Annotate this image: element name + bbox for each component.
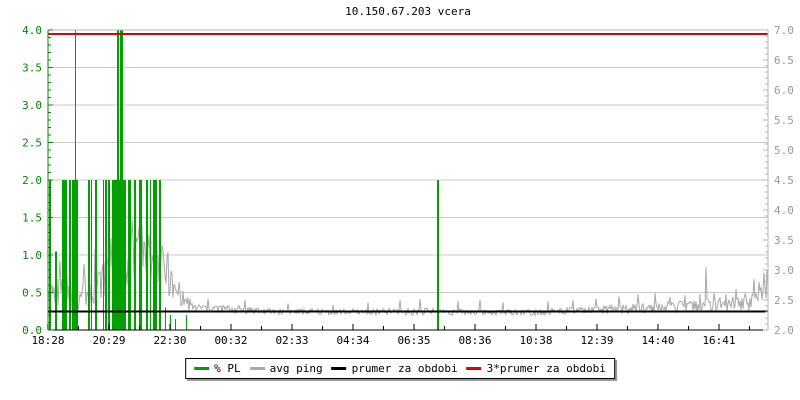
- x-axis-tick-label: 04:34: [336, 334, 369, 347]
- legend: % PL avg ping prumer za obdobi 3*prumer za …: [185, 358, 615, 379]
- legend-swatch: [466, 367, 482, 370]
- legend-swatch: [331, 367, 347, 370]
- left-axis-tick-label: 3.5: [22, 62, 42, 75]
- x-axis-tick-label: 08:36: [458, 334, 491, 347]
- right-axis-tick-label: 3.0: [774, 264, 794, 277]
- x-axis-tick-label: 02:33: [275, 334, 308, 347]
- x-axis-tick-label: 10:38: [519, 334, 552, 347]
- left-axis-tick-label: 1.0: [22, 249, 42, 262]
- x-axis-tick-label: 00:32: [214, 334, 247, 347]
- left-axis-tick-label: 2.5: [22, 137, 42, 150]
- x-axis-tick-label: 16:41: [702, 334, 735, 347]
- legend-swatch: [249, 367, 265, 370]
- legend-item: % PL: [194, 362, 241, 375]
- left-axis-tick-label: 1.5: [22, 212, 42, 225]
- legend-swatch: [194, 367, 210, 370]
- legend-label: 3*prumer za obdobi: [486, 362, 606, 375]
- legend-item: prumer za obdobi: [331, 362, 458, 375]
- x-axis-tick-label: 12:39: [580, 334, 613, 347]
- left-axis-tick-label: 4.0: [22, 24, 42, 37]
- right-axis-tick-label: 6.5: [774, 54, 794, 67]
- legend-label: % PL: [214, 362, 241, 375]
- left-axis-tick-label: 0.5: [22, 287, 42, 300]
- right-axis-tick-label: 5.5: [774, 114, 794, 127]
- chart-title: 10.150.67.203 vcera: [345, 5, 471, 18]
- x-axis-tick-label: 18:28: [31, 334, 64, 347]
- right-axis-tick-label: 4.0: [774, 204, 794, 217]
- x-axis-tick-label: 14:40: [641, 334, 674, 347]
- right-axis-tick-label: 3.5: [774, 234, 794, 247]
- left-axis-tick-label: 3.0: [22, 99, 42, 112]
- right-axis-tick-label: 5.0: [774, 144, 794, 157]
- x-axis-tick-label: 22:30: [153, 334, 186, 347]
- chart-canvas: 4.0 3.5 3.0 2.5 2.0 1.5 1.0 0.5 0.0 7.0 6.5 6.0 5.5 5…: [22, 24, 794, 347]
- right-axis-tick-label: 2.0: [774, 324, 794, 337]
- legend-label: avg ping: [269, 362, 323, 375]
- right-axis-tick-label: 4.5: [774, 174, 794, 187]
- left-axis-tick-label: 0.0: [22, 324, 42, 337]
- legend-item: avg ping: [249, 362, 323, 375]
- right-axis-tick-label: 7.0: [774, 24, 794, 37]
- legend-item: 3*prumer za obdobi: [466, 362, 606, 375]
- right-axis-tick-label: 6.0: [774, 84, 794, 97]
- x-axis-tick-label: 20:29: [92, 334, 125, 347]
- x-axis-tick-label: 06:35: [397, 334, 430, 347]
- right-axis-tick-label: 2.5: [774, 294, 794, 307]
- legend-label: prumer za obdobi: [351, 362, 458, 375]
- left-axis-tick-label: 2.0: [22, 174, 42, 187]
